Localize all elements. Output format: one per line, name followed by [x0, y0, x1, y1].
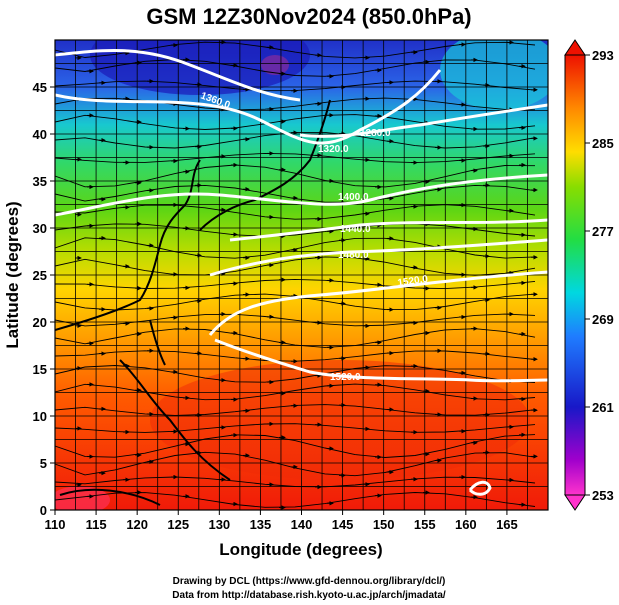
x-tick-label: 135	[250, 517, 272, 532]
x-tick-label: 120	[126, 517, 148, 532]
y-tick-label: 5	[40, 456, 47, 471]
x-tick-label: 125	[167, 517, 189, 532]
contour-label: 1520.0	[397, 274, 429, 289]
warm-pool	[150, 360, 530, 480]
y-tick-label: 0	[40, 503, 47, 518]
streamline	[55, 152, 536, 164]
y-tick-label: 45	[33, 80, 47, 95]
x-tick-label: 165	[496, 517, 518, 532]
streamline	[55, 434, 536, 458]
streamline	[55, 204, 536, 220]
warm-ne	[440, 40, 548, 110]
x-tick-label: 160	[455, 517, 477, 532]
contour-label: 1280.0	[360, 128, 391, 139]
colorbar-tick-label: 277	[592, 224, 614, 239]
y-axis-label: Latitude (degrees)	[3, 201, 22, 348]
x-tick-label: 130	[208, 517, 230, 532]
x-axis-label: Longitude (degrees)	[219, 540, 382, 559]
plot-area: 1360.0 1320.0 1280.0 1400.0 1440.0 1480.…	[55, 40, 548, 510]
x-tick-label: 145	[332, 517, 354, 532]
x-axis: 110 115 120 125 130 135 140 145 150 155 160 165	[45, 510, 518, 532]
x-tick-label: 155	[414, 517, 436, 532]
credit-drawing: Drawing by DCL (https://www.gfd-dennou.o…	[173, 576, 446, 587]
streamline	[55, 365, 536, 383]
y-tick-label: 15	[33, 362, 47, 377]
contour-label: 1440.0	[340, 224, 371, 235]
colorbar-tick-label: 261	[592, 400, 614, 415]
x-tick-label: 140	[291, 517, 313, 532]
contour-label: 1520.0	[330, 372, 361, 383]
colorbar-tick-label: 269	[592, 312, 614, 327]
y-tick-label: 10	[33, 409, 47, 424]
streamlines	[55, 40, 538, 510]
y-axis: 0 5 10 15 20 25 30 35 40 45	[33, 80, 55, 518]
colorbar-tick-label: 253	[592, 488, 614, 503]
colorbar-bottom-triangle	[564, 494, 586, 511]
contour-label: 1480.0	[338, 250, 369, 261]
streamline	[55, 423, 536, 433]
height-contours	[55, 49, 548, 496]
colorbar-top-triangle	[564, 39, 586, 56]
grid-lines	[55, 40, 548, 510]
y-tick-label: 40	[33, 127, 47, 142]
streamline	[55, 97, 536, 111]
y-tick-label: 30	[33, 221, 47, 236]
colorbar-tick-label: 285	[592, 136, 614, 151]
y-tick-label: 35	[33, 174, 47, 189]
contour-label: 1320.0	[318, 144, 349, 155]
credit-data: Data from http://database.rish.kyoto-u.a…	[172, 590, 446, 601]
colorbar: 293 285 277 269 261 253	[564, 39, 614, 511]
x-tick-label: 150	[373, 517, 395, 532]
colorbar-body	[564, 54, 586, 496]
y-tick-label: 20	[33, 315, 47, 330]
figure-title: GSM 12Z30Nov2024 (850.0hPa)	[146, 4, 471, 29]
contour-label: 1400.0	[338, 192, 369, 203]
streamline	[55, 256, 536, 276]
x-tick-label: 110	[45, 517, 66, 532]
y-tick-label: 25	[33, 268, 47, 283]
cold-core-center	[261, 55, 289, 75]
colorbar-tick-label: 293	[592, 48, 614, 63]
x-tick-label: 115	[86, 517, 107, 532]
